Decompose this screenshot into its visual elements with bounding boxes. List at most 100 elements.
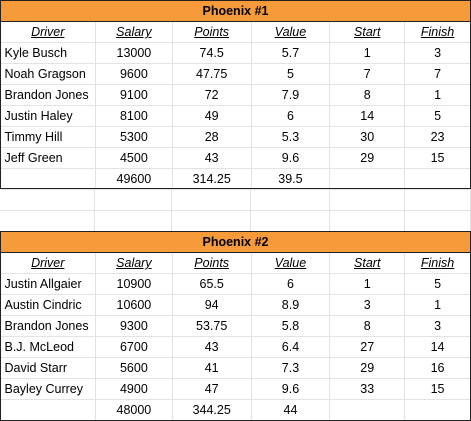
header-points[interactable]: Points <box>172 252 252 274</box>
cell-empty[interactable] <box>0 189 96 211</box>
cell-empty[interactable] <box>404 189 471 211</box>
cell-start[interactable]: 1 <box>329 273 406 295</box>
cell-points[interactable]: 72 <box>172 84 252 106</box>
cell-driver[interactable]: Noah Gragson <box>0 63 96 85</box>
cell-start[interactable]: 29 <box>329 147 406 169</box>
cell-points[interactable]: 94 <box>172 294 252 316</box>
cell-empty[interactable] <box>329 168 406 190</box>
cell-finish[interactable]: 3 <box>404 42 471 64</box>
cell-start[interactable]: 3 <box>329 294 406 316</box>
cell-empty[interactable] <box>250 210 331 232</box>
cell-driver[interactable]: Jeff Green <box>0 147 96 169</box>
cell-empty[interactable] <box>250 189 331 211</box>
cell-empty[interactable] <box>329 210 406 232</box>
cell-salary[interactable]: 4900 <box>95 378 173 400</box>
cell-salary[interactable]: 10600 <box>95 294 173 316</box>
cell-empty[interactable] <box>329 399 406 421</box>
cell-driver[interactable]: Bayley Currey <box>0 378 96 400</box>
cell-empty[interactable] <box>0 210 96 232</box>
header-value[interactable]: Value <box>251 252 331 274</box>
cell-value[interactable]: 6 <box>251 105 331 127</box>
cell-empty[interactable] <box>0 399 96 421</box>
cell-driver[interactable]: B.J. McLeod <box>0 336 96 358</box>
cell-salary[interactable]: 10900 <box>95 273 173 295</box>
cell-empty[interactable] <box>94 189 173 211</box>
cell-driver[interactable]: Austin Cindric <box>0 294 96 316</box>
header-salary[interactable]: Salary <box>95 21 173 43</box>
cell-salary[interactable]: 4500 <box>95 147 173 169</box>
cell-empty[interactable] <box>171 210 252 232</box>
cell-start[interactable]: 8 <box>329 315 406 337</box>
cell-salary[interactable]: 9100 <box>95 84 173 106</box>
cell-driver[interactable]: Justin Haley <box>0 105 96 127</box>
cell-driver[interactable]: David Starr <box>0 357 96 379</box>
cell-driver[interactable]: Brandon Jones <box>0 84 96 106</box>
cell-finish[interactable]: 15 <box>404 147 471 169</box>
cell-salary[interactable]: 9600 <box>95 63 173 85</box>
cell-finish[interactable]: 15 <box>404 378 471 400</box>
cell-empty[interactable] <box>0 168 96 190</box>
table-title[interactable]: Phoenix #2 <box>0 231 471 253</box>
cell-points[interactable]: 49 <box>172 105 252 127</box>
cell-value[interactable]: 9.6 <box>251 147 331 169</box>
header-start[interactable]: Start <box>329 21 406 43</box>
cell-points[interactable]: 41 <box>172 357 252 379</box>
cell-start[interactable]: 7 <box>329 63 406 85</box>
cell-start[interactable]: 33 <box>329 378 406 400</box>
header-value[interactable]: Value <box>251 21 331 43</box>
cell-points[interactable]: 65.5 <box>172 273 252 295</box>
total-value[interactable]: 44 <box>251 399 331 421</box>
table-title[interactable]: Phoenix #1 <box>0 0 471 22</box>
total-salary[interactable]: 48000 <box>95 399 173 421</box>
cell-value[interactable]: 7.9 <box>251 84 331 106</box>
cell-points[interactable]: 47 <box>172 378 252 400</box>
cell-value[interactable]: 5.3 <box>251 126 331 148</box>
cell-value[interactable]: 5.8 <box>251 315 331 337</box>
cell-finish[interactable]: 14 <box>404 336 471 358</box>
cell-salary[interactable]: 5300 <box>95 126 173 148</box>
cell-points[interactable]: 53.75 <box>172 315 252 337</box>
cell-finish[interactable]: 3 <box>404 315 471 337</box>
cell-finish[interactable]: 5 <box>404 105 471 127</box>
cell-value[interactable]: 5.7 <box>251 42 331 64</box>
cell-empty[interactable] <box>404 168 471 190</box>
header-finish[interactable]: Finish <box>404 21 471 43</box>
total-points[interactable]: 344.25 <box>172 399 252 421</box>
cell-finish[interactable]: 23 <box>404 126 471 148</box>
header-driver[interactable]: Driver <box>0 252 96 274</box>
cell-value[interactable]: 6.4 <box>251 336 331 358</box>
cell-driver[interactable]: Justin Allgaier <box>0 273 96 295</box>
header-driver[interactable]: Driver <box>0 21 96 43</box>
cell-start[interactable]: 30 <box>329 126 406 148</box>
cell-driver[interactable]: Kyle Busch <box>0 42 96 64</box>
header-finish[interactable]: Finish <box>404 252 471 274</box>
cell-value[interactable]: 7.3 <box>251 357 331 379</box>
cell-start[interactable]: 29 <box>329 357 406 379</box>
cell-finish[interactable]: 1 <box>404 84 471 106</box>
cell-salary[interactable]: 13000 <box>95 42 173 64</box>
cell-start[interactable]: 27 <box>329 336 406 358</box>
cell-value[interactable]: 5 <box>251 63 331 85</box>
cell-value[interactable]: 6 <box>251 273 331 295</box>
cell-points[interactable]: 74.5 <box>172 42 252 64</box>
cell-points[interactable]: 47.75 <box>172 63 252 85</box>
cell-empty[interactable] <box>171 189 252 211</box>
cell-points[interactable]: 28 <box>172 126 252 148</box>
cell-driver[interactable]: Brandon Jones <box>0 315 96 337</box>
cell-empty[interactable] <box>329 189 406 211</box>
cell-finish[interactable]: 16 <box>404 357 471 379</box>
cell-value[interactable]: 8.9 <box>251 294 331 316</box>
cell-points[interactable]: 43 <box>172 336 252 358</box>
cell-salary[interactable]: 5600 <box>95 357 173 379</box>
cell-empty[interactable] <box>404 210 471 232</box>
cell-driver[interactable]: Timmy Hill <box>0 126 96 148</box>
cell-finish[interactable]: 7 <box>404 63 471 85</box>
cell-salary[interactable]: 6700 <box>95 336 173 358</box>
cell-finish[interactable]: 1 <box>404 294 471 316</box>
total-salary[interactable]: 49600 <box>95 168 173 190</box>
cell-start[interactable]: 1 <box>329 42 406 64</box>
cell-start[interactable]: 14 <box>329 105 406 127</box>
total-value[interactable]: 39.5 <box>251 168 331 190</box>
cell-empty[interactable] <box>94 210 173 232</box>
header-points[interactable]: Points <box>172 21 252 43</box>
